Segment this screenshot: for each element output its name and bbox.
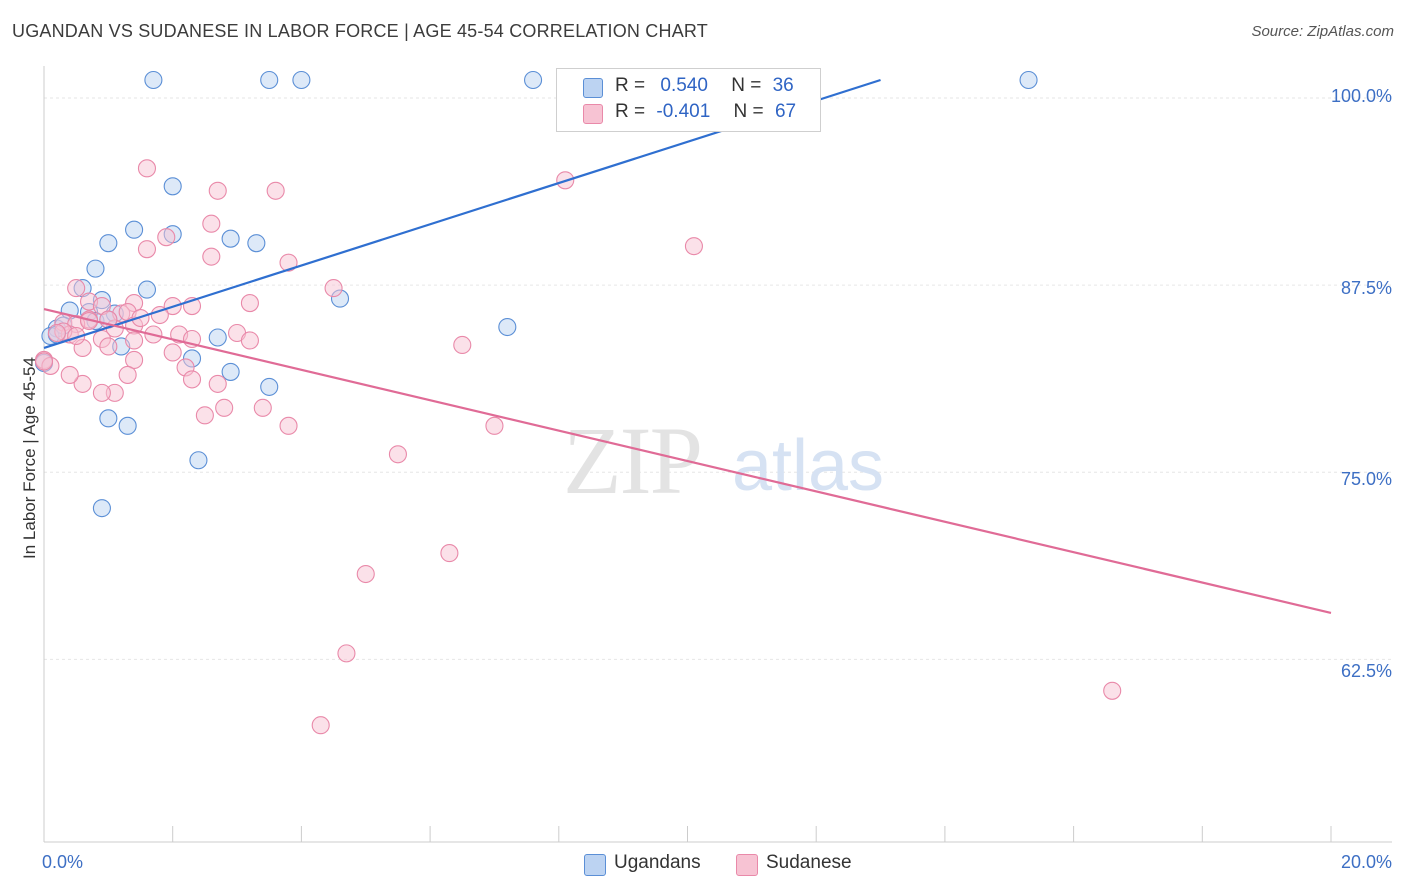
data-point <box>137 280 157 299</box>
data-point <box>356 564 375 584</box>
data-point <box>195 406 214 425</box>
data-point <box>163 343 182 362</box>
data-point <box>266 181 285 200</box>
data-point <box>144 70 163 90</box>
trend-lines <box>43 78 1332 615</box>
data-point <box>324 279 343 298</box>
r-label: R = <box>615 75 646 96</box>
data-point <box>99 409 118 428</box>
data-point <box>311 716 330 735</box>
n-label: N = <box>733 101 764 122</box>
sudanese-points <box>34 159 1122 735</box>
ugandans-points <box>34 70 1038 518</box>
data-point <box>337 644 356 663</box>
data-point <box>279 253 298 272</box>
data-point <box>453 335 472 355</box>
x-tick-label-max: 20.0% <box>1340 852 1392 872</box>
data-point <box>221 229 240 248</box>
sudanese-swatch <box>736 854 758 876</box>
data-point <box>260 377 279 396</box>
data-point <box>292 70 311 90</box>
data-point <box>684 237 703 256</box>
data-point <box>73 374 92 393</box>
data-point <box>485 416 504 435</box>
legend-label: Ugandans <box>614 852 701 873</box>
data-point <box>118 416 137 435</box>
x-tick-label-min: 0.0% <box>42 852 84 872</box>
data-point <box>92 499 111 518</box>
data-point <box>34 352 54 371</box>
ugandans-n-value: 36 <box>772 75 794 96</box>
data-point <box>1019 70 1038 90</box>
data-point <box>99 234 118 253</box>
data-point <box>86 259 105 278</box>
data-point <box>253 398 272 417</box>
gridlines <box>44 97 1392 660</box>
data-point <box>150 305 169 325</box>
data-point <box>208 374 227 393</box>
data-point <box>157 228 176 247</box>
data-point <box>125 331 144 350</box>
data-point <box>388 445 407 464</box>
data-point <box>440 544 459 563</box>
n-label: N = <box>731 75 762 96</box>
ugandans-r-value: 0.540 <box>660 75 708 96</box>
data-point <box>221 362 240 381</box>
data-point <box>67 279 86 298</box>
sudanese-swatch <box>583 104 603 124</box>
data-point <box>92 383 111 402</box>
data-point <box>260 70 279 90</box>
data-point <box>208 328 227 347</box>
data-point <box>182 370 202 389</box>
source-label: Source: ZipAtlas.com <box>1251 23 1394 40</box>
ugandans-swatch <box>584 854 606 876</box>
data-point <box>247 234 266 253</box>
data-point <box>240 294 259 313</box>
data-point <box>208 181 227 200</box>
y-axis-label: In Labor Force | Age 45-54 <box>20 357 39 559</box>
data-point <box>47 323 66 343</box>
data-point <box>137 159 157 178</box>
data-point <box>163 177 182 196</box>
data-point <box>60 365 79 384</box>
data-point <box>125 350 144 369</box>
watermark-zip: ZIP <box>563 407 701 514</box>
data-point <box>279 416 298 435</box>
watermark-atlas: atlas <box>732 426 884 506</box>
data-point <box>202 214 221 233</box>
data-point <box>202 247 221 266</box>
data-point <box>240 331 259 350</box>
data-point <box>215 398 234 417</box>
data-point <box>125 220 144 239</box>
legend-label: Sudanese <box>766 852 852 873</box>
data-point <box>99 337 118 356</box>
correlation-legend: R = 0.540 N = 36 R = -0.401 N = 67 <box>556 68 821 132</box>
data-point <box>189 451 208 470</box>
sudanese-trend-line <box>43 307 1332 615</box>
sudanese-r-value: -0.401 <box>656 101 711 122</box>
y-tick-label: 62.5% <box>1340 661 1392 681</box>
axes <box>43 66 1392 843</box>
sudanese-n-value: 67 <box>774 101 797 122</box>
chart-title: UGANDAN VS SUDANESE IN LABOR FORCE | AGE… <box>12 21 708 41</box>
data-point <box>524 70 543 90</box>
ugandans-swatch <box>583 78 603 98</box>
data-point <box>137 240 157 259</box>
data-point <box>1103 681 1122 700</box>
data-point <box>118 365 137 384</box>
y-tick-label: 75.0% <box>1340 469 1392 489</box>
y-tick-label: 87.5% <box>1340 278 1392 298</box>
r-label: R = <box>615 101 646 122</box>
series-legend: Ugandans Sudanese <box>0 852 1406 878</box>
data-point <box>498 317 517 337</box>
y-tick-label: 100.0% <box>1330 86 1392 106</box>
